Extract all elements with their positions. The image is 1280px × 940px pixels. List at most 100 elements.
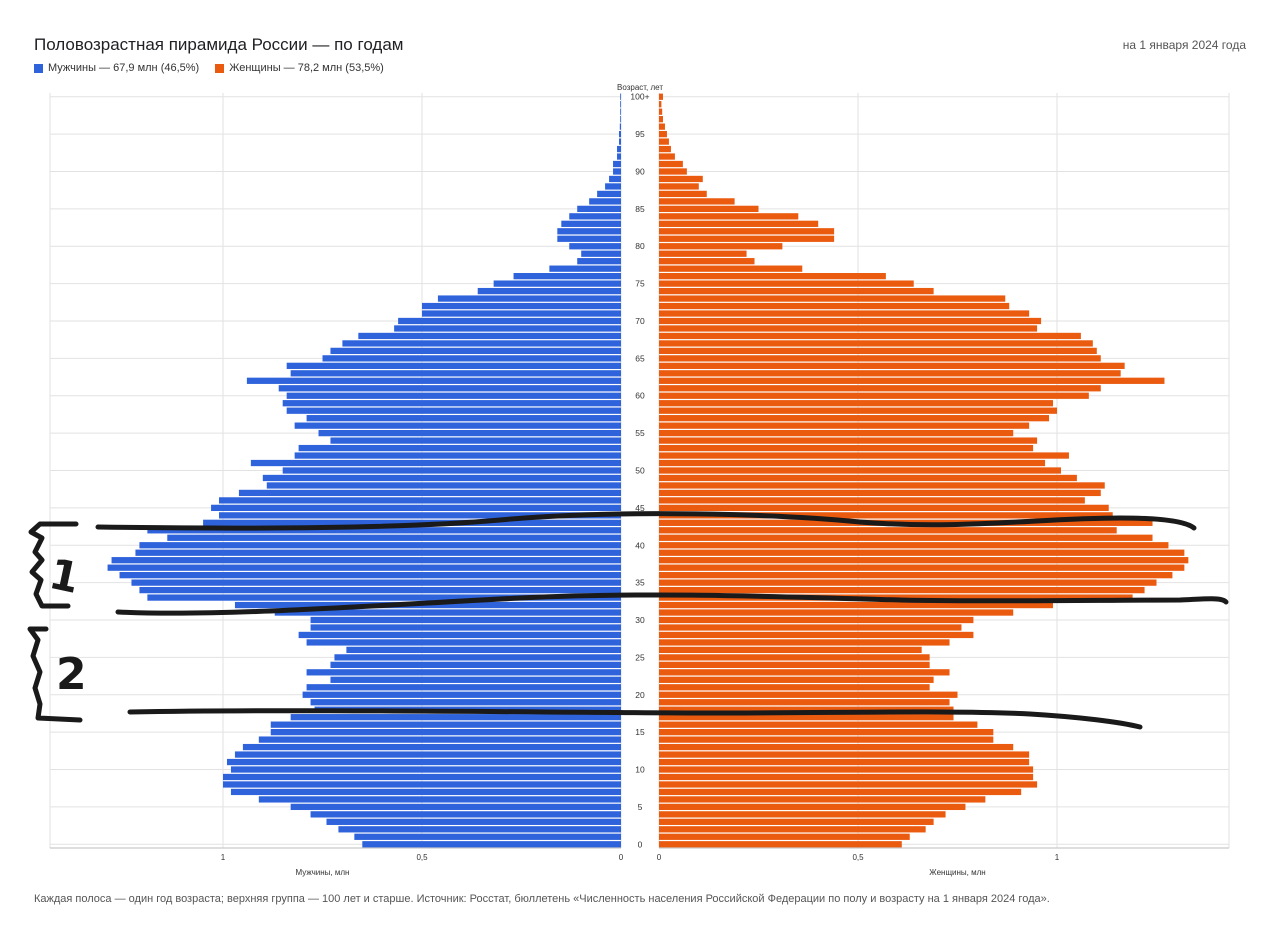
female-bar	[659, 310, 1030, 317]
female-bar	[659, 392, 1089, 399]
female-bar	[659, 407, 1057, 414]
female-bar	[659, 564, 1185, 571]
female-bar	[659, 444, 1034, 452]
female-bar	[659, 243, 783, 250]
male-bar	[620, 101, 621, 108]
male-bar	[306, 669, 621, 676]
female-bar	[659, 467, 1061, 474]
age-tick-label: 45	[635, 503, 645, 513]
age-tick-label: 10	[635, 765, 645, 775]
female-bar	[659, 362, 1125, 369]
legend: Мужчины — 67,9 млн (46,5%) Женщины — 78,…	[34, 62, 384, 74]
male-bar	[619, 123, 621, 130]
female-bar	[659, 265, 803, 272]
male-bar	[589, 198, 621, 205]
female-bar	[659, 684, 930, 691]
female-bar	[659, 654, 930, 661]
female-bar	[659, 706, 954, 713]
male-bar	[302, 691, 621, 698]
age-tick-label: 95	[635, 129, 645, 139]
female-bar	[659, 175, 703, 183]
male-bar	[139, 542, 622, 549]
female-bar	[659, 557, 1189, 564]
male-bar	[306, 415, 621, 422]
male-bar	[306, 684, 621, 691]
male-bar	[437, 295, 621, 302]
female-bar	[659, 198, 735, 205]
legend-item-male[interactable]: Мужчины — 67,9 млн (46,5%)	[34, 62, 199, 74]
female-bar	[659, 138, 669, 145]
female-bar	[659, 811, 946, 818]
male-bar	[577, 258, 621, 265]
male-bar	[620, 93, 621, 100]
female-bar	[659, 549, 1185, 556]
bracket-2-icon	[27, 626, 83, 723]
bracket-2-label: 2	[56, 649, 87, 700]
male-bar	[219, 512, 621, 519]
female-bar	[659, 452, 1069, 459]
male-bar	[282, 467, 621, 474]
female-bar	[659, 355, 1101, 362]
male-bar	[326, 818, 621, 825]
female-bar	[659, 340, 1093, 347]
male-bar	[569, 213, 621, 220]
female-bar	[659, 639, 950, 646]
female-bar	[659, 347, 1097, 355]
female-bar	[659, 601, 1054, 609]
female-bar	[659, 415, 1050, 422]
female-bar	[659, 273, 886, 280]
male-bar	[617, 153, 621, 160]
female-bar	[659, 325, 1038, 332]
female-bar	[659, 773, 1034, 781]
male-bar	[107, 564, 621, 571]
male-bar	[298, 631, 621, 639]
age-tick-label: 0	[638, 839, 643, 849]
male-bar	[362, 841, 621, 848]
female-bar	[659, 512, 1113, 519]
male-bar	[290, 370, 621, 377]
male-bar	[577, 205, 621, 213]
male-bar	[258, 796, 621, 803]
female-bar	[659, 646, 922, 654]
female-bar	[659, 168, 687, 175]
male-bar	[617, 145, 621, 153]
male-bar	[569, 243, 621, 250]
female-axis-title: Женщины, млн	[929, 868, 985, 877]
male-bar	[226, 758, 622, 766]
bars	[107, 93, 1189, 848]
female-bar	[659, 183, 699, 190]
female-bar	[659, 459, 1046, 467]
male-bar	[167, 534, 621, 541]
male-bar	[338, 826, 621, 833]
male-bar	[282, 400, 621, 407]
female-bar	[659, 796, 986, 803]
male-x-tick-label: 1	[221, 853, 226, 862]
female-bar	[659, 781, 1038, 788]
male-bar	[619, 130, 621, 138]
female-bar	[659, 579, 1157, 586]
female-bar	[659, 116, 663, 123]
female-bar	[659, 691, 958, 698]
female-bar	[659, 160, 683, 168]
legend-female-label: Женщины — 78,2 млн (53,5%)	[229, 62, 384, 74]
female-bar	[659, 235, 835, 242]
male-x-tick-label: 0	[619, 853, 624, 862]
male-bar	[290, 714, 621, 721]
female-bar	[659, 818, 934, 825]
male-bar	[211, 504, 621, 512]
male-bar	[274, 609, 621, 616]
male-bar	[278, 385, 621, 392]
male-bar	[605, 183, 621, 190]
male-bar	[147, 527, 621, 534]
male-bar	[613, 168, 621, 175]
female-bar	[659, 429, 1014, 437]
age-tick-label: 40	[635, 540, 645, 550]
male-bar	[613, 160, 621, 168]
male-bar	[318, 429, 621, 437]
female-bar	[659, 833, 910, 840]
female-bar	[659, 826, 926, 833]
male-bar	[131, 579, 621, 586]
annotation-line-bottom	[127, 708, 1143, 730]
male-bar	[290, 803, 621, 811]
legend-item-female[interactable]: Женщины — 78,2 млн (53,5%)	[215, 62, 384, 74]
